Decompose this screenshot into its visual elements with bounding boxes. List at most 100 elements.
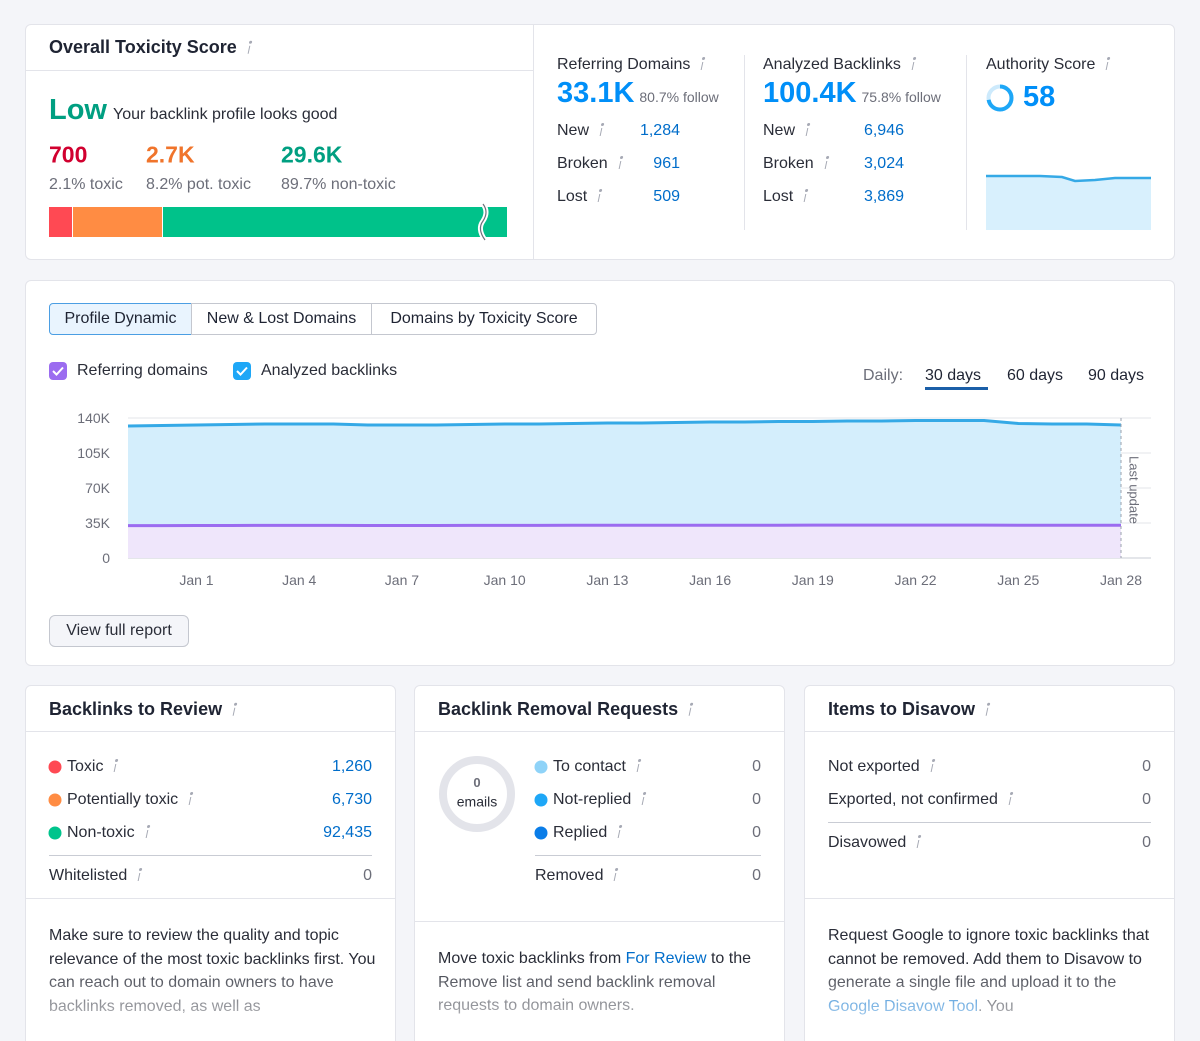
info-icon[interactable] xyxy=(686,703,696,716)
info-icon[interactable] xyxy=(698,57,708,70)
y-tick-label: 105K xyxy=(77,445,110,461)
stat-label: 89.7% non-toxic xyxy=(281,176,396,193)
divider xyxy=(415,731,784,732)
info-icon[interactable] xyxy=(230,703,240,716)
fade xyxy=(805,961,1174,1041)
status-dot xyxy=(534,826,548,840)
status-dot xyxy=(48,760,62,774)
status-dot xyxy=(48,793,62,807)
row-value[interactable]: 1,260 xyxy=(331,758,372,775)
divider xyxy=(966,55,967,230)
row-label: Toxic xyxy=(67,757,119,777)
info-icon[interactable] xyxy=(595,189,605,202)
row-label: Lost xyxy=(557,187,603,207)
period-option[interactable]: 60 days xyxy=(1007,367,1064,384)
legend-label[interactable]: Referring domains xyxy=(77,362,208,379)
card-title: Backlinks to Review xyxy=(49,698,238,721)
divider xyxy=(828,822,1151,823)
row-value[interactable]: 3,869 xyxy=(863,188,904,205)
info-icon[interactable] xyxy=(186,792,196,805)
row-value: 0 xyxy=(752,758,761,775)
series-line xyxy=(128,523,1121,528)
info-icon[interactable] xyxy=(142,825,152,838)
sparkline xyxy=(986,174,1151,183)
x-tick-label: Jan 7 xyxy=(385,572,419,588)
row-label: Broken xyxy=(557,154,624,174)
emails-donut xyxy=(439,756,515,832)
row-value[interactable]: 6,946 xyxy=(863,122,904,139)
period-label: Daily: xyxy=(863,367,904,384)
status-dot xyxy=(48,826,62,840)
metric-title: Analyzed Backlinks xyxy=(763,55,917,75)
info-icon[interactable] xyxy=(1103,57,1113,70)
y-tick-label: 140K xyxy=(77,410,110,426)
info-icon[interactable] xyxy=(803,123,813,136)
x-tick-label: Jan 4 xyxy=(282,572,316,588)
tab[interactable]: New & Lost Domains xyxy=(191,303,372,335)
x-tick-label: Jan 19 xyxy=(792,572,834,588)
checkbox[interactable] xyxy=(49,362,67,380)
metric-title: Authority Score xyxy=(986,55,1111,75)
series-line xyxy=(127,419,1122,428)
info-icon[interactable] xyxy=(615,825,625,838)
row-value: 0 xyxy=(752,867,761,884)
divider xyxy=(744,55,745,230)
info-icon[interactable] xyxy=(927,759,937,772)
row-label: Disavowed xyxy=(828,833,922,853)
row-label: Not-replied xyxy=(553,790,647,810)
metric-value: 33.1K 80.7% follow xyxy=(557,75,719,111)
legend-label[interactable]: Analyzed backlinks xyxy=(261,362,398,379)
view-report-button[interactable]: View full report xyxy=(49,615,189,647)
period-underline xyxy=(925,387,988,390)
card-title: Overall Toxicity Score xyxy=(49,36,253,59)
info-icon[interactable] xyxy=(983,703,993,716)
period-option[interactable]: 30 days xyxy=(925,367,982,384)
profile-chart: 0 35K 70K 105K 140K Jan 1 Jan 4 Jan 7 Jan 10 Jan … xyxy=(48,410,1151,840)
info-icon[interactable] xyxy=(611,868,621,881)
row-value[interactable]: 961 xyxy=(653,155,680,172)
tab[interactable]: Profile Dynamic xyxy=(49,303,192,335)
row-value[interactable]: 509 xyxy=(653,188,680,205)
info-icon[interactable] xyxy=(634,759,644,772)
info-icon[interactable] xyxy=(914,835,924,848)
divider xyxy=(26,70,533,71)
row-label: Non-toxic xyxy=(67,823,151,843)
x-tick-label: Jan 16 xyxy=(689,572,731,588)
row-value[interactable]: 92,435 xyxy=(323,824,372,841)
info-icon[interactable] xyxy=(801,189,811,202)
info-icon[interactable] xyxy=(111,759,121,772)
info-icon[interactable] xyxy=(908,57,918,70)
value: 100.4K xyxy=(763,76,857,109)
non-toxic-segment xyxy=(163,207,507,237)
metric-value: 100.4K 75.8% follow xyxy=(763,75,941,111)
x-tick-label: Jan 13 xyxy=(586,572,628,588)
period-option[interactable]: 90 days xyxy=(1088,367,1145,384)
status-dot xyxy=(534,760,548,774)
y-tick-label: 35K xyxy=(85,515,111,531)
info-icon[interactable] xyxy=(1005,792,1015,805)
info-icon[interactable] xyxy=(615,156,625,169)
row-value[interactable]: 6,730 xyxy=(331,791,372,808)
pot-toxic-segment xyxy=(73,207,162,237)
tab[interactable]: Domains by Toxicity Score xyxy=(371,303,597,335)
row-label: Whitelisted xyxy=(49,866,143,886)
stat-value: 29.6K xyxy=(281,141,343,168)
divider xyxy=(535,855,761,856)
scale-break xyxy=(479,203,487,241)
row-value[interactable]: 1,284 xyxy=(639,122,680,139)
check xyxy=(52,366,64,376)
sparkline-area xyxy=(986,176,1151,230)
row-label: To contact xyxy=(553,757,642,777)
info-icon[interactable] xyxy=(135,868,145,881)
x-tick-label: Jan 22 xyxy=(895,572,937,588)
info-icon[interactable] xyxy=(244,41,254,54)
x-tick-label: Jan 10 xyxy=(484,572,526,588)
checkbox[interactable] xyxy=(233,362,251,380)
annotation: Last update xyxy=(1127,456,1142,524)
row-value[interactable]: 3,024 xyxy=(863,155,904,172)
divider xyxy=(26,731,395,732)
info-icon[interactable] xyxy=(639,792,649,805)
row-label: Potentially toxic xyxy=(67,790,194,810)
info-icon[interactable] xyxy=(821,156,831,169)
info-icon[interactable] xyxy=(597,123,607,136)
